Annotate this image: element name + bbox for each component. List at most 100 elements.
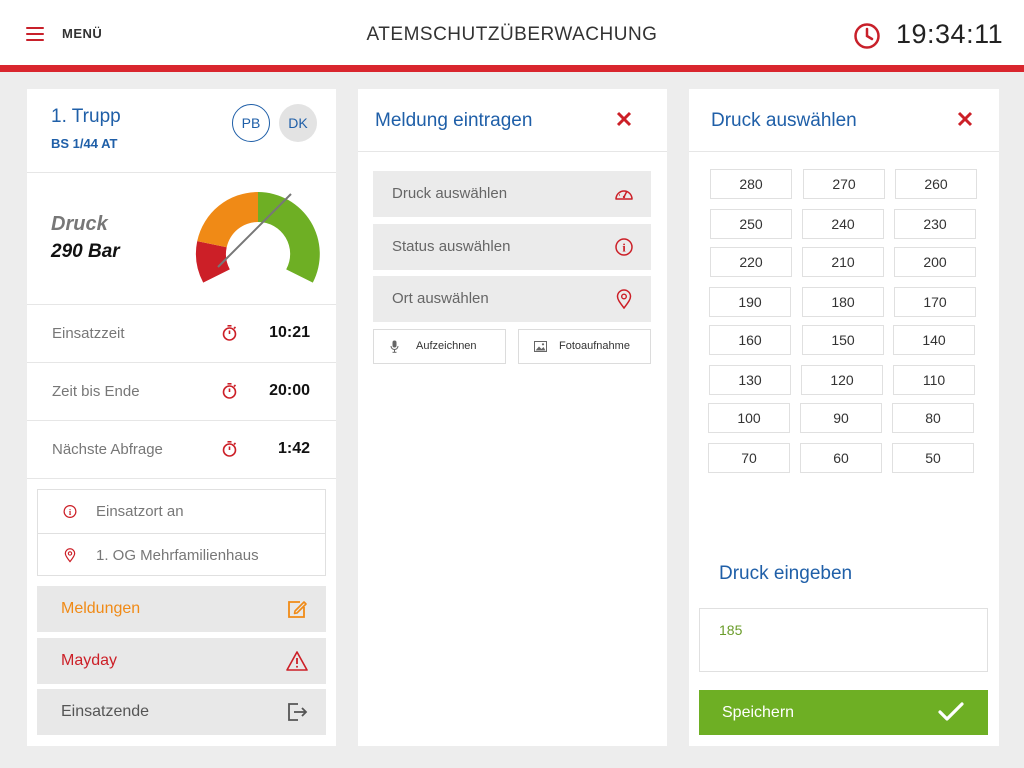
ort-auswaehlen-option[interactable]: Ort auswählen xyxy=(373,276,651,322)
pressure-option[interactable]: 60 xyxy=(800,443,882,473)
meldungen-label: Meldungen xyxy=(61,600,141,617)
warning-icon xyxy=(286,651,308,671)
pressure-option[interactable]: 280 xyxy=(710,169,792,199)
pressure-option[interactable]: 70 xyxy=(708,443,790,473)
clock-icon xyxy=(854,23,880,49)
fotoaufnahme-button[interactable]: Fotoaufnahme xyxy=(518,329,651,364)
panel-title: Meldung eintragen xyxy=(375,110,533,131)
pressure-option[interactable]: 230 xyxy=(894,209,976,239)
stat-label: Nächste Abfrage xyxy=(52,441,163,458)
avatar-dk[interactable]: DK xyxy=(279,104,317,142)
location-pin-icon xyxy=(64,548,76,563)
save-button[interactable]: Speichern xyxy=(699,690,988,735)
stat-label: Zeit bis Ende xyxy=(52,383,140,400)
info-icon: i xyxy=(615,238,633,256)
edit-icon xyxy=(288,601,307,618)
svg-text:i: i xyxy=(69,508,72,517)
info-icon: i xyxy=(63,505,77,518)
panel-title: Druck auswählen xyxy=(711,110,857,131)
pressure-option[interactable]: 170 xyxy=(894,287,976,317)
mayday-label: Mayday xyxy=(61,652,118,669)
info-row-einsatzort: i Einsatzort an xyxy=(38,490,325,533)
aufzeichnen-button[interactable]: Aufzeichnen xyxy=(373,329,506,364)
checkmark-icon xyxy=(938,702,964,721)
pressure-option[interactable]: 200 xyxy=(894,247,976,277)
mayday-button[interactable]: Mayday xyxy=(37,638,326,684)
einsatzort-box: i Einsatzort an 1. OG Mehrfamilienhaus xyxy=(37,489,326,576)
druck-panel: Druck auswählen 280 270 260 250 240 230 … xyxy=(689,89,999,746)
gauge-red-segment xyxy=(195,241,230,283)
stat-value: 10:21 xyxy=(269,324,310,341)
stopwatch-icon xyxy=(222,382,237,399)
stat-label: Einsatzzeit xyxy=(52,325,125,342)
pressure-option[interactable]: 140 xyxy=(893,325,975,355)
trupp-panel: 1. Trupp BS 1/44 AT PB DK Druck 290 Bar … xyxy=(27,89,336,746)
meldungen-button[interactable]: Meldungen xyxy=(37,586,326,632)
stat-value: 20:00 xyxy=(269,382,310,399)
hamburger-icon xyxy=(26,26,44,41)
druck-label: Druck xyxy=(51,213,108,235)
save-label: Speichern xyxy=(722,704,795,721)
druck-value: 290 Bar xyxy=(51,241,120,262)
trupp-code: BS 1/44 AT xyxy=(51,136,118,151)
info-text: Einsatzort an xyxy=(96,503,184,520)
pressure-option[interactable]: 260 xyxy=(895,169,977,199)
microphone-icon xyxy=(390,340,399,353)
pressure-option[interactable]: 100 xyxy=(708,403,790,433)
divider xyxy=(689,151,999,152)
svg-text:i: i xyxy=(622,241,626,255)
stat-row-naechste-abfrage: Nächste Abfrage 1:42 xyxy=(27,420,336,477)
pressure-option[interactable]: 240 xyxy=(802,209,884,239)
pressure-option[interactable]: 50 xyxy=(892,443,974,473)
gauge-orange-segment xyxy=(197,191,258,248)
einsatzende-label: Einsatzende xyxy=(61,703,150,720)
divider xyxy=(358,151,667,152)
pressure-option[interactable]: 110 xyxy=(893,365,975,395)
close-icon[interactable] xyxy=(955,109,975,129)
pressure-option[interactable]: 190 xyxy=(709,287,791,317)
pressure-option[interactable]: 180 xyxy=(802,287,884,317)
stat-row-einsatzzeit: Einsatzzeit 10:21 xyxy=(27,304,336,361)
image-icon xyxy=(534,341,547,352)
pressure-option[interactable]: 220 xyxy=(710,247,792,277)
stat-value: 1:42 xyxy=(277,440,310,457)
pressure-option[interactable]: 160 xyxy=(709,325,791,355)
gauge-icon xyxy=(615,190,633,200)
druck-input[interactable]: 185 xyxy=(699,608,988,672)
divider xyxy=(27,172,336,173)
menu-button[interactable]: MENÜ xyxy=(26,26,102,41)
pressure-option[interactable]: 130 xyxy=(709,365,791,395)
divider xyxy=(27,478,336,479)
app-header: MENÜ ATEMSCHUTZÜBERWACHUNG 19:34:11 xyxy=(0,0,1024,72)
pressure-option[interactable]: 90 xyxy=(800,403,882,433)
meldung-panel: Meldung eintragen Druck auswählen Status… xyxy=(358,89,667,746)
close-icon[interactable] xyxy=(614,109,634,129)
druck-auswaehlen-option[interactable]: Druck auswählen xyxy=(373,171,651,217)
pressure-gauge xyxy=(195,191,320,283)
clock-time: 19:34:11 xyxy=(896,19,1004,49)
app-title: ATEMSCHUTZÜBERWACHUNG xyxy=(366,24,658,45)
info-row-location: 1. OG Mehrfamilienhaus xyxy=(38,533,325,576)
pressure-option[interactable]: 270 xyxy=(803,169,885,199)
exit-icon xyxy=(288,703,308,721)
aufzeichnen-label: Aufzeichnen xyxy=(416,340,477,352)
stopwatch-icon xyxy=(222,324,237,341)
pressure-option[interactable]: 120 xyxy=(801,365,883,395)
gauge-green-segment xyxy=(258,192,320,283)
einsatzende-button[interactable]: Einsatzende xyxy=(37,689,326,735)
avatar-pb[interactable]: PB xyxy=(232,104,270,142)
menu-label: MENÜ xyxy=(62,26,103,41)
pressure-option[interactable]: 150 xyxy=(802,325,884,355)
pressure-option[interactable]: 80 xyxy=(892,403,974,433)
location-pin-icon xyxy=(616,289,632,309)
druck-eingeben-title: Druck eingeben xyxy=(719,563,853,584)
info-text: 1. OG Mehrfamilienhaus xyxy=(96,547,259,564)
status-auswaehlen-option[interactable]: Status auswählen i xyxy=(373,224,651,270)
fotoaufnahme-label: Fotoaufnahme xyxy=(559,340,630,352)
gauge-needle xyxy=(217,193,292,268)
option-label: Ort auswählen xyxy=(392,290,489,307)
pressure-option[interactable]: 210 xyxy=(802,247,884,277)
trupp-name: 1. Trupp xyxy=(51,106,121,127)
stat-row-zeit-bis-ende: Zeit bis Ende 20:00 xyxy=(27,362,336,419)
pressure-option[interactable]: 250 xyxy=(710,209,792,239)
